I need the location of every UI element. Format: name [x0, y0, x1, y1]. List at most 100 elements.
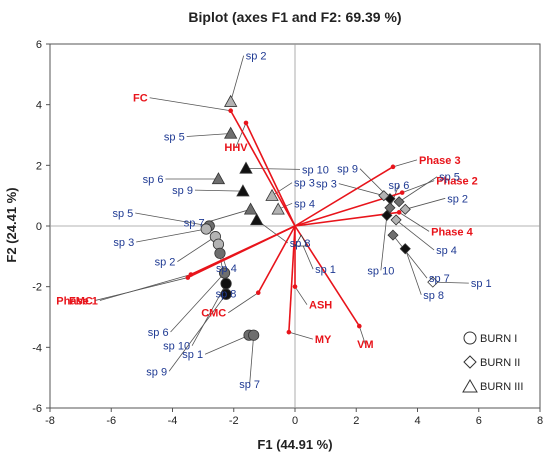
observation-label: sp 6: [389, 180, 410, 192]
marker-burn-ii-sp8: [399, 243, 411, 255]
observation-label: sp 3: [113, 237, 134, 249]
marker-burn-ii-sp5: [393, 196, 405, 208]
observation-label: sp 9: [172, 185, 193, 197]
marker-burn-i-sp4: [212, 238, 225, 250]
legend-label: BURN I: [480, 333, 517, 345]
marker-burn-i-sp3: [200, 223, 212, 235]
x-tick-label: 8: [537, 415, 543, 427]
observation-label: sp 9: [337, 164, 358, 176]
observation-label: sp 3: [316, 179, 337, 191]
observation-label: sp 7: [184, 217, 205, 229]
chart-title: Biplot (axes F1 and F2: 69.39 %): [188, 9, 401, 25]
y-tick-label: 2: [36, 160, 42, 172]
observation-points: [200, 94, 439, 341]
marker-burn-iii-sp7: [243, 202, 258, 215]
marker-burn-iii-sp8: [250, 213, 264, 226]
observation-label: sp 2: [246, 51, 267, 63]
y-tick-label: -4: [32, 342, 42, 354]
legend-label: BURN III: [480, 381, 523, 393]
marker-burn-ii-sp3: [378, 190, 390, 202]
vector-endpoint: [399, 190, 405, 195]
vector-fmc: [187, 225, 296, 279]
x-tick-label: -6: [106, 415, 116, 427]
observation-leader-line: [245, 167, 301, 170]
observation-label: sp 1: [182, 349, 203, 361]
variable-label: Phase 1: [56, 296, 98, 308]
marker-burn-iii-sp5: [224, 126, 238, 139]
observation-leader-line: [405, 197, 446, 210]
marker-burn-iii-sp9: [236, 184, 250, 197]
marker-burn-ii-sp10: [381, 209, 393, 221]
y-tick-label: -6: [32, 403, 42, 415]
variable-leader-line: [99, 274, 191, 301]
marker-burn-iii-sp4: [271, 202, 285, 215]
variable-leader-line: [294, 286, 308, 305]
observation-label: sp 10: [302, 164, 329, 176]
vector-endpoint: [243, 120, 249, 126]
variable-label: VM: [357, 339, 374, 351]
observation-label: sp 4: [294, 198, 315, 210]
marker-burn-ii-sp1: [427, 276, 439, 288]
legend-triangle-icon: [462, 379, 478, 393]
vector-endpoint: [286, 329, 292, 335]
variable-leader-line: [392, 159, 418, 168]
variable-leader-line: [94, 277, 188, 301]
marker-burn-i-sp6: [218, 267, 231, 279]
observation-label: sp 6: [143, 174, 164, 186]
observation-label: sp 10: [367, 265, 394, 277]
observation-leader-line: [204, 334, 250, 355]
y-axis-label: F2 (24.41 %): [4, 187, 19, 262]
observation-leader-line: [170, 272, 225, 333]
observation-leader-line: [186, 133, 231, 137]
y-tick-label: -2: [32, 282, 42, 294]
vector-endpoint: [255, 290, 261, 296]
observation-leader-line: [191, 283, 227, 346]
observation-label: sp 6: [148, 327, 169, 339]
variable-leader-line: [402, 180, 435, 194]
variable-label: Phase 4: [431, 226, 473, 238]
variable-label: FC: [133, 93, 148, 105]
variable-label: CMC: [201, 308, 226, 320]
x-tick-label: -4: [168, 415, 178, 427]
y-tick-label: 6: [36, 39, 42, 51]
marker-burn-iii-sp1: [294, 234, 308, 247]
marker-burn-i-sp8: [214, 247, 226, 259]
vector-my: [288, 225, 296, 333]
vector-endpoint: [390, 164, 396, 170]
vector-phase-4: [294, 211, 400, 227]
marker-burn-i-sp9: [220, 288, 232, 300]
x-tick-label: 4: [414, 415, 420, 427]
legend-label: BURN II: [480, 357, 520, 369]
observation-label: sp 3: [294, 178, 315, 190]
observation-label: sp 8: [216, 288, 237, 300]
observation-label: sp 7: [239, 379, 260, 391]
legend-circle-icon: [463, 331, 477, 345]
observation-leader-line: [136, 228, 207, 243]
observation-leader-line: [380, 215, 388, 271]
x-tick-label: 2: [353, 415, 359, 427]
vector-phase-3: [294, 166, 394, 227]
observation-leader-line: [338, 183, 384, 197]
variable-label: MY: [315, 334, 332, 346]
vector-endpoint: [357, 323, 362, 329]
observation-label: sp 1: [315, 264, 336, 276]
vector-endpoint: [228, 108, 233, 114]
marker-burn-iii-sp3: [265, 188, 279, 201]
vector-endpoint: [292, 284, 298, 289]
y-tick-label: 4: [36, 100, 42, 112]
observation-leader-line: [230, 55, 245, 102]
observation-leader-line: [395, 219, 435, 251]
legend: BURN I BURN II BURN III: [462, 331, 523, 393]
observation-leader-line: [398, 176, 438, 203]
vector-endpoint: [185, 275, 191, 280]
observation-label: sp 4: [216, 263, 237, 275]
marker-burn-iii-sp2: [224, 94, 238, 107]
marker-burn-ii-sp2: [399, 203, 411, 215]
variable-leader-line: [358, 325, 366, 345]
y-tick-label: 0: [36, 221, 42, 233]
observation-leader-line: [206, 208, 251, 223]
variable-leader-line: [235, 122, 247, 148]
